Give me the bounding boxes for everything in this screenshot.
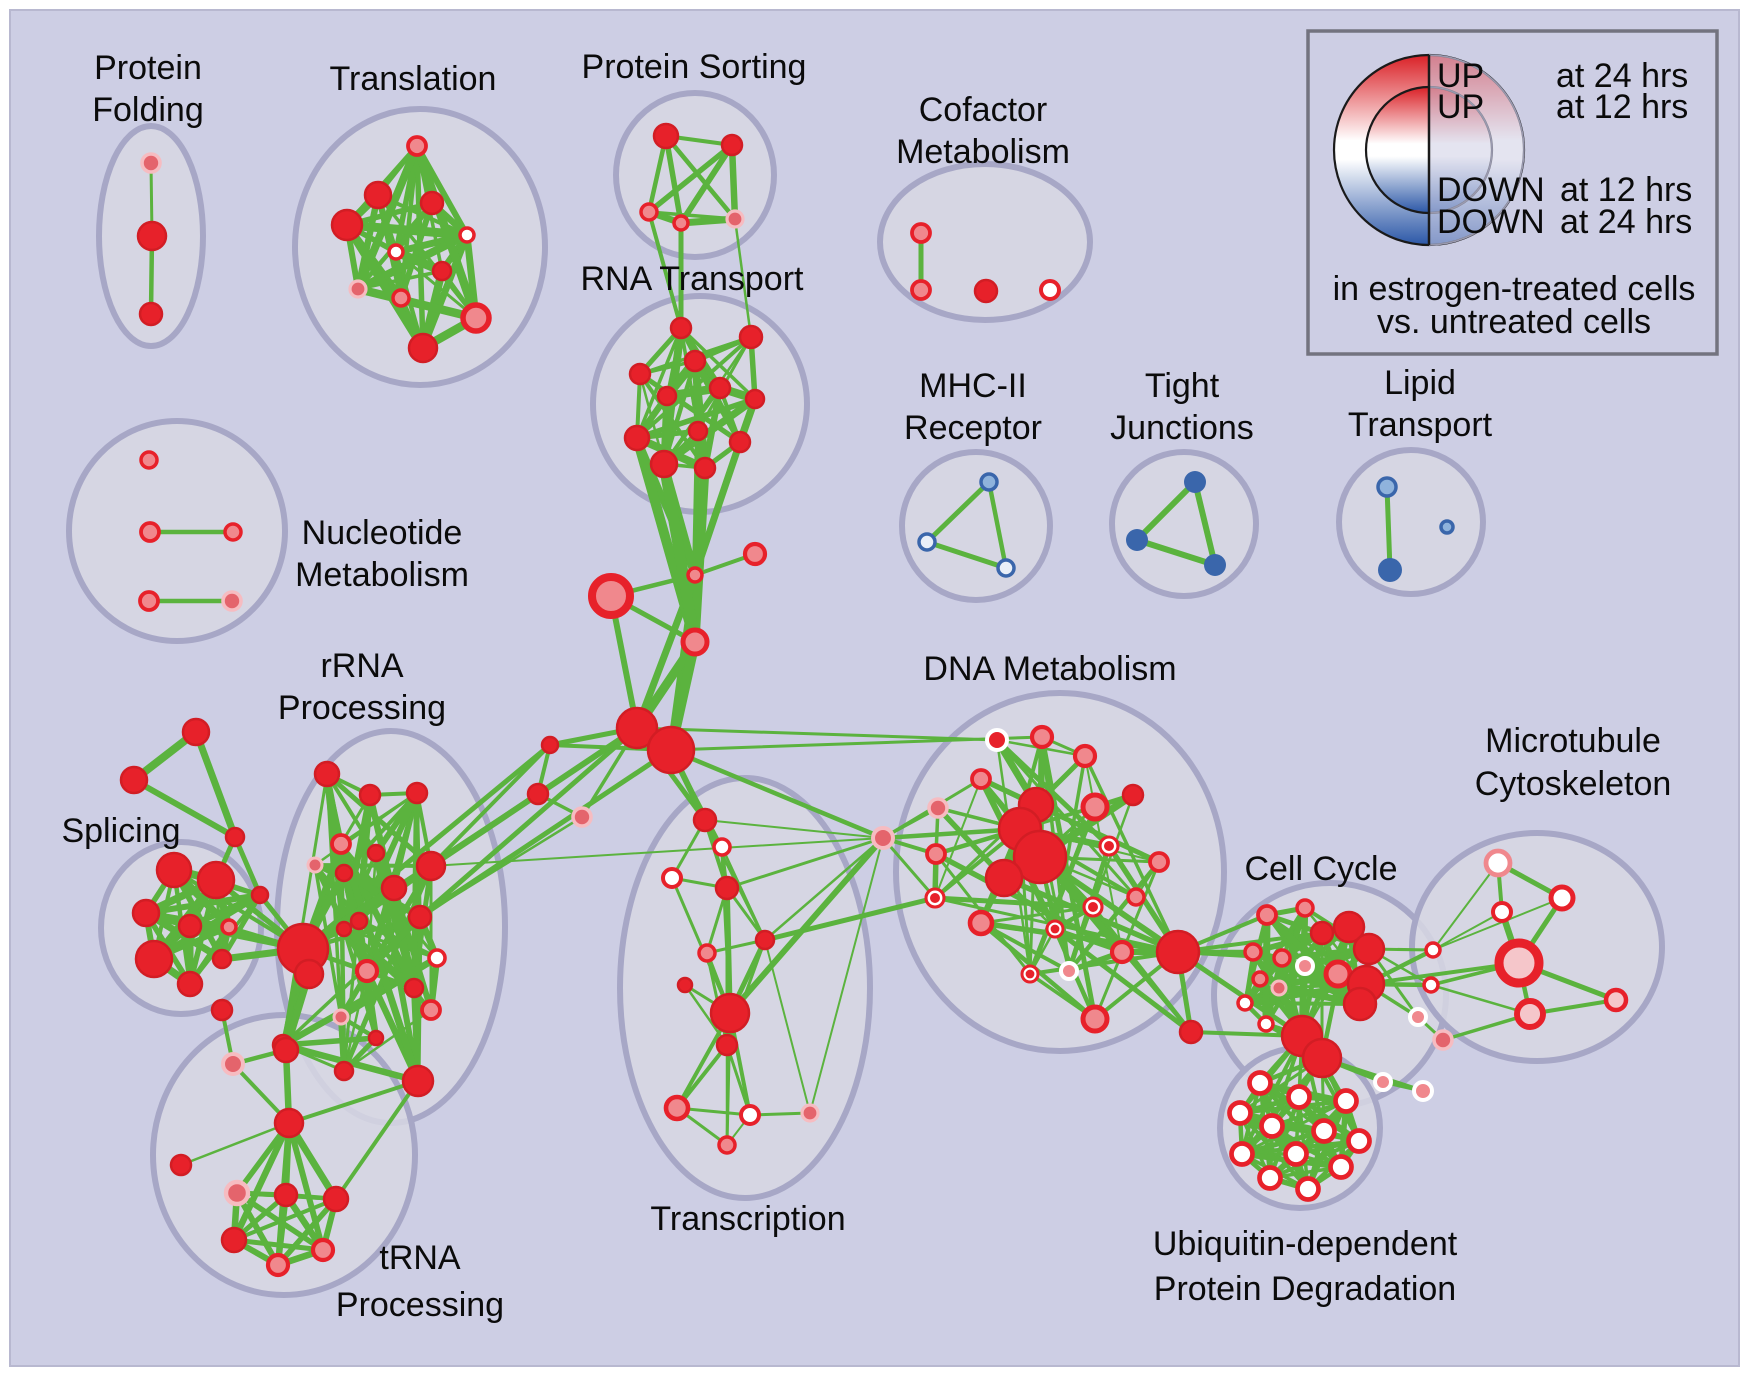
svg-text:Cytoskeleton: Cytoskeleton [1475,765,1672,803]
svg-text:Processing: Processing [278,689,446,727]
svg-text:Translation: Translation [330,60,497,98]
svg-text:rRNA: rRNA [320,647,403,685]
svg-text:Protein: Protein [94,49,202,87]
svg-text:Metabolism: Metabolism [295,556,469,594]
svg-text:Microtubule: Microtubule [1485,722,1661,760]
svg-text:Protein Degradation: Protein Degradation [1154,1270,1456,1308]
svg-text:UP: UP [1437,88,1484,126]
svg-text:Junctions: Junctions [1110,409,1254,447]
svg-text:at 12 hrs: at 12 hrs [1556,88,1688,126]
svg-text:Folding: Folding [92,91,204,129]
svg-text:Processing: Processing [336,1286,504,1324]
svg-text:UP: UP [1437,57,1484,95]
svg-text:in estrogen-treated cells: in estrogen-treated cells [1333,270,1696,308]
svg-text:Lipid: Lipid [1384,364,1456,402]
svg-text:at 24 hrs: at 24 hrs [1560,203,1692,241]
svg-text:Splicing: Splicing [61,812,180,850]
svg-text:RNA Transport: RNA Transport [581,260,805,298]
svg-text:Transport: Transport [1348,406,1493,444]
svg-text:Tight: Tight [1145,367,1220,405]
svg-text:Cell Cycle: Cell Cycle [1244,850,1397,888]
svg-text:DOWN: DOWN [1437,203,1545,241]
svg-text:Nucleotide: Nucleotide [302,514,463,552]
svg-text:Protein Sorting: Protein Sorting [582,48,807,86]
svg-text:MHC-II: MHC-II [919,367,1027,405]
svg-text:Metabolism: Metabolism [896,133,1070,171]
svg-text:DNA Metabolism: DNA Metabolism [923,650,1176,688]
svg-text:Receptor: Receptor [904,409,1042,447]
svg-text:Transcription: Transcription [650,1200,845,1238]
svg-text:at 24 hrs: at 24 hrs [1556,57,1688,95]
svg-text:vs. untreated cells: vs. untreated cells [1377,303,1651,341]
svg-text:Ubiquitin-dependent: Ubiquitin-dependent [1153,1225,1458,1263]
svg-text:at 12 hrs: at 12 hrs [1560,171,1692,209]
svg-text:Cofactor: Cofactor [919,91,1048,129]
svg-text:DOWN: DOWN [1437,171,1545,209]
svg-text:tRNA: tRNA [379,1239,461,1277]
